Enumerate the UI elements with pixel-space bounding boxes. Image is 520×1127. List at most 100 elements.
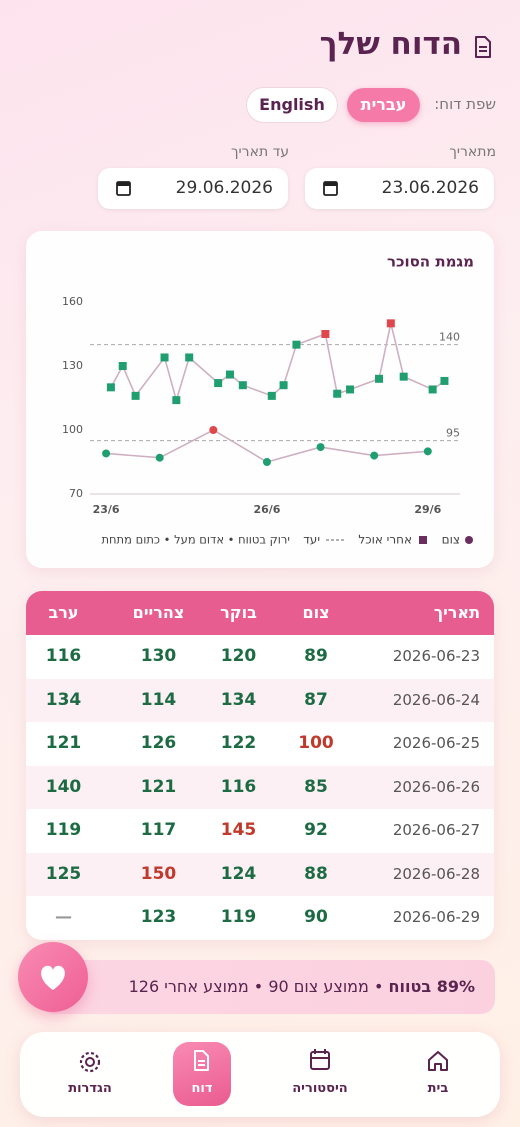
y-tick-label: 160 xyxy=(62,295,83,308)
language-option[interactable]: עברית xyxy=(347,88,420,122)
summary-highlight: 89% בטווח xyxy=(388,977,475,996)
point xyxy=(155,453,164,462)
nav-item[interactable]: הגדרות xyxy=(68,1081,112,1096)
value-cell: 90 xyxy=(304,907,328,927)
point xyxy=(160,353,169,362)
value-cell: 100 xyxy=(298,733,334,753)
target-label: 140 xyxy=(439,331,460,344)
table-row: 2026-06-24 87 134 114 134 xyxy=(26,678,494,722)
point xyxy=(428,385,437,394)
y-tick-label: 130 xyxy=(62,359,83,372)
point xyxy=(267,391,276,400)
point xyxy=(399,372,408,381)
table-row: 2026-06-29 90 119 123 — xyxy=(26,896,494,940)
point xyxy=(214,379,223,388)
nav-item[interactable]: בית xyxy=(427,1081,449,1096)
language-label: שפת דוח: xyxy=(434,95,496,113)
value-cell: 116 xyxy=(220,776,257,797)
value-cell: 121 xyxy=(45,733,82,753)
from-label: מתאריך xyxy=(449,144,496,160)
nav-item[interactable]: דוח xyxy=(191,1081,213,1096)
summary-bar: 89% בטווח • ממוצע צום 90 • ממוצע אחרי 12… xyxy=(40,960,495,1014)
x-tick-label: 26/6 xyxy=(253,503,280,516)
date-cell: 2026-06-28 xyxy=(392,864,480,883)
point xyxy=(185,353,194,362)
value-cell: 114 xyxy=(140,689,177,710)
legend-note: ירוק בטווח • אדום מעל • כתום מתחת xyxy=(101,533,290,547)
value-cell: 85 xyxy=(304,776,328,797)
point xyxy=(279,381,288,390)
value-cell: 134 xyxy=(220,689,257,710)
point xyxy=(370,451,379,460)
value-cell: — xyxy=(55,907,72,927)
point xyxy=(172,396,181,405)
x-tick-label: 29/6 xyxy=(414,503,441,516)
y-tick-label: 100 xyxy=(62,423,83,436)
nav-item[interactable]: היסטוריה xyxy=(292,1081,348,1096)
value-cell: 116 xyxy=(45,646,82,666)
value-cell: 121 xyxy=(140,776,177,797)
point xyxy=(102,449,111,458)
point xyxy=(440,376,449,385)
header-cell: צום xyxy=(302,603,330,622)
to-date: 29.06.2026 xyxy=(175,178,273,198)
table-row: 2026-06-26 85 116 121 140 xyxy=(26,765,494,809)
date-cell: 2026-06-29 xyxy=(392,908,480,926)
chart-card xyxy=(26,231,494,568)
summary-text: • ממוצע צום 90 • ממוצע אחרי 126 xyxy=(128,977,384,996)
series-line xyxy=(110,323,445,404)
value-cell: 123 xyxy=(140,907,177,927)
value-cell: 125 xyxy=(45,863,82,884)
date-cell: 2026-06-25 xyxy=(392,734,480,752)
value-cell: 89 xyxy=(304,646,328,666)
bottom-nav: בית היסטוריה דוח הגדרות xyxy=(20,1032,500,1117)
date-cell: 2026-06-24 xyxy=(392,690,480,709)
summary: 89% בטווח • ממוצע צום 90 • ממוצע אחרי 12… xyxy=(129,960,475,1014)
table-row: 2026-06-23 89 120 130 116 xyxy=(26,635,494,679)
table-row: 2026-06-25 100 122 126 121 xyxy=(26,722,494,766)
point xyxy=(386,319,395,328)
header-cell: צהריים xyxy=(132,603,185,622)
legend-marker xyxy=(465,536,473,544)
value-cell: 140 xyxy=(45,776,82,797)
value-cell: 120 xyxy=(220,646,257,666)
legend-label: יעד xyxy=(303,533,320,547)
legend-label: אחרי אוכל xyxy=(358,533,412,547)
point xyxy=(316,443,325,452)
value-cell: 130 xyxy=(140,646,177,666)
from-date-input[interactable]: 23.06.2026 xyxy=(305,168,494,209)
point xyxy=(131,391,140,400)
table-row: 2026-06-28 88 124 150 125 xyxy=(26,852,494,896)
date-cell: 2026-06-23 xyxy=(392,647,480,665)
date-cell: 2026-06-26 xyxy=(392,777,480,796)
calendar-icon xyxy=(323,181,338,196)
value-cell: 92 xyxy=(304,820,328,840)
point xyxy=(262,458,271,466)
point xyxy=(321,330,330,338)
active-tab-bg xyxy=(173,1042,231,1106)
point xyxy=(346,385,355,394)
point xyxy=(209,426,218,434)
value-cell: 122 xyxy=(220,733,257,753)
legend-marker xyxy=(419,536,427,544)
point xyxy=(225,370,234,379)
chart-title: מגמת הסוכר xyxy=(387,253,474,271)
language-option[interactable]: English xyxy=(246,87,338,123)
to-date-input[interactable]: 29.06.2026 xyxy=(98,168,288,209)
heart-button[interactable] xyxy=(18,942,88,1012)
data-table: תאריך צום בוקר צהריים ערב 2026-06-23 89 120 130 1… xyxy=(26,591,494,940)
point xyxy=(375,374,384,383)
value-cell: 88 xyxy=(304,863,328,884)
date-cell: 2026-06-27 xyxy=(392,821,480,839)
point xyxy=(292,340,301,349)
series-line xyxy=(106,429,428,463)
value-cell: 119 xyxy=(45,820,82,840)
to-label: עד תאריך xyxy=(231,144,289,160)
value-cell: 119 xyxy=(220,907,257,927)
legend-label: צום xyxy=(442,533,460,547)
x-tick-label: 23/6 xyxy=(93,503,120,516)
point xyxy=(118,362,127,370)
page-title: הדוח שלך xyxy=(319,26,462,62)
